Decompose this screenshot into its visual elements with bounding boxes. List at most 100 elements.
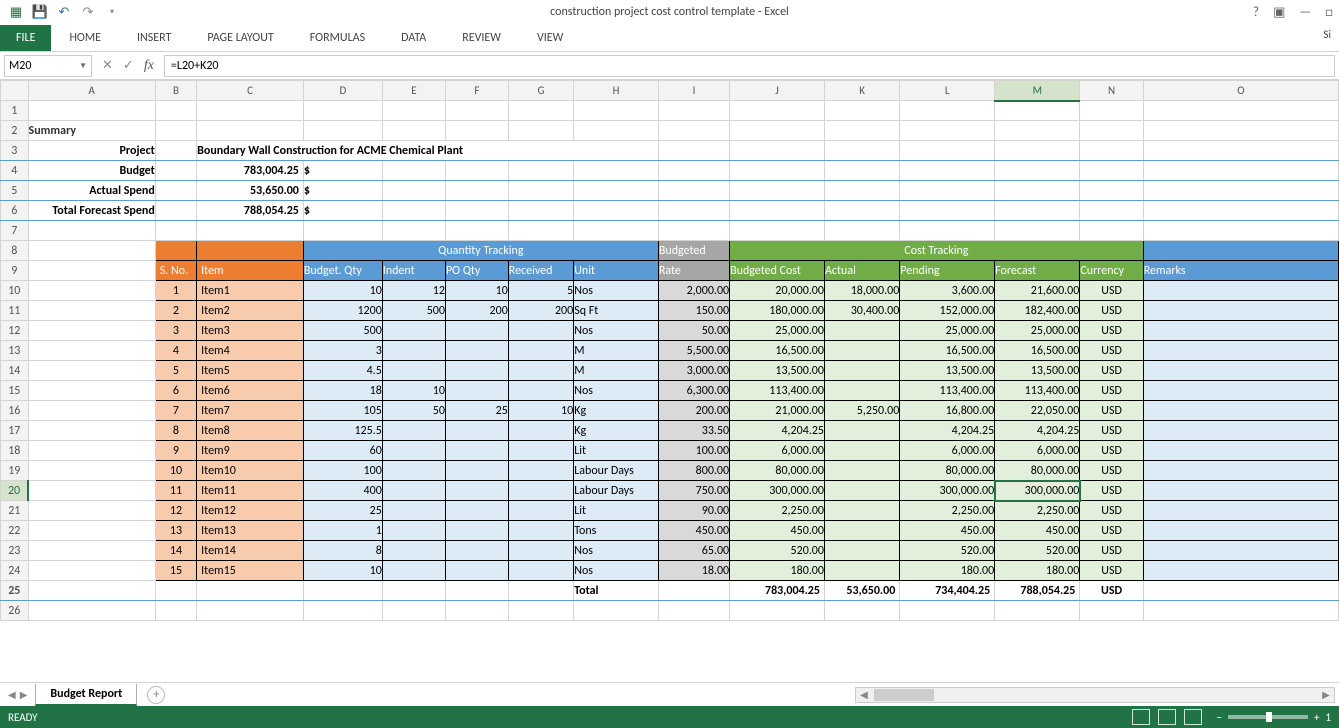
cell-item[interactable]: Item12 [197, 501, 304, 521]
cell[interactable] [900, 181, 995, 201]
maximize-icon[interactable]: □ [1325, 5, 1333, 20]
col-header-O[interactable]: O [1143, 81, 1338, 101]
cell[interactable] [900, 121, 995, 141]
project-label[interactable]: Project [28, 141, 155, 161]
scroll-left-icon[interactable]: ◀ [856, 688, 872, 701]
row-header-22[interactable]: 22 [1, 521, 29, 541]
cell[interactable] [658, 121, 729, 141]
cell-item[interactable]: Item5 [197, 361, 304, 381]
cell-item[interactable]: Item6 [197, 381, 304, 401]
cell-pending[interactable]: 113,400.00 [900, 381, 995, 401]
cell-bcost[interactable]: 13,500.00 [730, 361, 825, 381]
cell[interactable] [900, 101, 995, 121]
ribbon-tab-review[interactable]: REVIEW [444, 25, 519, 51]
row-header-2[interactable]: 2 [1, 121, 29, 141]
cell-pending[interactable]: 80,000.00 [900, 461, 995, 481]
cell[interactable] [1143, 141, 1338, 161]
cell-bq[interactable]: 10 [303, 561, 382, 581]
col-header-A[interactable]: A [28, 81, 155, 101]
cell-po[interactable] [445, 441, 508, 461]
cell-actual[interactable] [824, 501, 899, 521]
cell-unit[interactable]: Nos [574, 281, 659, 301]
col-header-L[interactable]: L [900, 81, 995, 101]
cell-actual[interactable] [824, 321, 899, 341]
cell[interactable] [1143, 201, 1338, 221]
help-icon[interactable]: ? [1253, 5, 1259, 20]
cell-po[interactable] [445, 361, 508, 381]
col-header-K[interactable]: K [824, 81, 899, 101]
cell[interactable] [574, 181, 659, 201]
cell[interactable] [574, 121, 659, 141]
cell[interactable] [508, 601, 573, 621]
cell[interactable] [1080, 141, 1143, 161]
scroll-thumb[interactable] [874, 689, 934, 701]
cell[interactable] [1080, 181, 1143, 201]
cell[interactable] [508, 161, 573, 181]
cell-bcost[interactable]: 20,000.00 [730, 281, 825, 301]
cell[interactable] [730, 121, 825, 141]
cell-sno[interactable]: 4 [155, 341, 196, 361]
cell[interactable] [824, 201, 899, 221]
hdr-sno[interactable]: S. No. [155, 261, 196, 281]
row-header-1[interactable]: 1 [1, 101, 29, 121]
cell[interactable] [1080, 221, 1143, 241]
cell[interactable] [658, 601, 729, 621]
cell-item[interactable]: Item14 [197, 541, 304, 561]
cell-actual[interactable] [824, 381, 899, 401]
cell-forecast[interactable]: 113,400.00 [995, 381, 1080, 401]
cell-bq[interactable]: 105 [303, 401, 382, 421]
total-currency[interactable]: USD [1080, 581, 1143, 601]
cell-remarks[interactable] [1143, 341, 1338, 361]
cell-remarks[interactable] [1143, 361, 1338, 381]
budget-currency[interactable]: $ [303, 161, 382, 181]
cell[interactable] [995, 161, 1080, 181]
cell-remarks[interactable] [1143, 461, 1338, 481]
cell-bcost[interactable]: 16,500.00 [730, 341, 825, 361]
cell-rec[interactable] [508, 421, 573, 441]
cell-remarks[interactable] [1143, 321, 1338, 341]
cell-sno[interactable]: 12 [155, 501, 196, 521]
page-break-view-button[interactable] [1184, 709, 1202, 725]
cell-bcost[interactable]: 2,250.00 [730, 501, 825, 521]
cell[interactable] [155, 141, 196, 161]
row-header-20[interactable]: 20 [1, 481, 29, 501]
cell-po[interactable] [445, 561, 508, 581]
cell-remarks[interactable] [1143, 561, 1338, 581]
tab-nav-next-icon[interactable]: ▶ [20, 688, 28, 701]
cell[interactable] [995, 141, 1080, 161]
cell[interactable] [824, 141, 899, 161]
cell[interactable] [658, 101, 729, 121]
cell[interactable] [1143, 101, 1338, 121]
col-header-M[interactable]: M [995, 81, 1080, 101]
cell-bq[interactable]: 1 [303, 521, 382, 541]
cell[interactable] [155, 601, 196, 621]
cell-rate[interactable]: 90.00 [658, 501, 729, 521]
cell-pending[interactable]: 3,600.00 [900, 281, 995, 301]
cell[interactable] [658, 141, 729, 161]
col-header-E[interactable]: E [382, 81, 445, 101]
cell-sno[interactable]: 2 [155, 301, 196, 321]
cell-po[interactable] [445, 461, 508, 481]
row-header-18[interactable]: 18 [1, 441, 29, 461]
cell-rec[interactable] [508, 461, 573, 481]
cell-rec[interactable] [508, 361, 573, 381]
cell-rec[interactable] [508, 381, 573, 401]
cell[interactable] [303, 601, 382, 621]
cell-bcost[interactable]: 113,400.00 [730, 381, 825, 401]
cell[interactable] [382, 601, 445, 621]
cell-rate[interactable]: 200.00 [658, 401, 729, 421]
hdr-pending[interactable]: Pending [900, 261, 995, 281]
row-header-10[interactable]: 10 [1, 281, 29, 301]
cell[interactable] [445, 181, 508, 201]
cell[interactable] [303, 101, 382, 121]
cell-currency[interactable]: USD [1080, 561, 1143, 581]
cell-rate[interactable]: 150.00 [658, 301, 729, 321]
cell-indent[interactable] [382, 481, 445, 501]
cell[interactable] [445, 221, 508, 241]
cell-bq[interactable]: 100 [303, 461, 382, 481]
cell-remarks[interactable] [1143, 401, 1338, 421]
forecast-value[interactable]: 788,054.25 [197, 201, 304, 221]
cell[interactable] [28, 601, 155, 621]
cell-po[interactable] [445, 381, 508, 401]
cell-indent[interactable]: 50 [382, 401, 445, 421]
